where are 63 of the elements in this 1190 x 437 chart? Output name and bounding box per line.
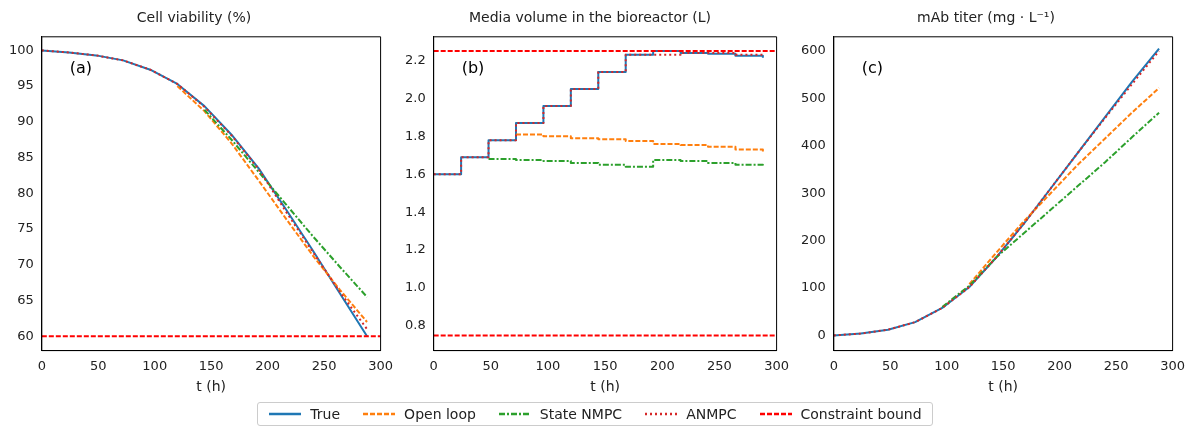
y-tick-label: 2.0 [404, 89, 426, 105]
x-tick-label: 300 [1160, 357, 1186, 373]
y-tick-label: 1.0 [404, 279, 426, 295]
legend-label: True [310, 406, 341, 422]
x-tick-label: 300 [764, 357, 790, 373]
y-tick-label: 90 [17, 113, 34, 129]
y-tick-label: 200 [800, 232, 826, 247]
annotation: (c) [861, 57, 884, 77]
x-axis-title: t (h) [196, 378, 227, 395]
x-tick-label: 50 [482, 357, 500, 373]
x-tick-label: 50 [90, 357, 107, 373]
y-tick-label: 70 [17, 256, 34, 272]
legend-label: ANMPC [686, 406, 737, 422]
y-tick-label: 1.4 [404, 203, 426, 219]
annotation: (a) [69, 57, 93, 77]
x-tick-label: 150 [592, 357, 618, 373]
y-tick-label: 300 [800, 184, 826, 200]
line-series [968, 86, 1161, 286]
line-series [941, 111, 1161, 308]
x-tick-label: 250 [707, 357, 732, 373]
x-tick-label: 100 [934, 357, 960, 373]
x-tick-label: 300 [368, 357, 394, 373]
x-tick-label: 100 [142, 357, 168, 373]
legend-label: Constraint bound [800, 406, 922, 422]
y-tick-label: 85 [17, 148, 34, 164]
y-tick-label: 600 [800, 42, 826, 58]
annotation: (b) [461, 57, 485, 77]
x-tick-label: 100 [535, 357, 561, 373]
x-axis-title: t (h) [590, 378, 621, 395]
legend-label: Open loop [404, 406, 476, 422]
y-tick-label: 1.6 [404, 165, 426, 181]
y-tick-label: 80 [17, 184, 34, 200]
y-tick-label: 0.8 [404, 317, 426, 333]
x-tick-label: 150 [198, 357, 224, 373]
x-tick-label: 150 [990, 357, 1016, 373]
x-tick-label: 0 [429, 357, 438, 373]
x-axis-title: t (h) [988, 378, 1019, 395]
x-tick-label: 0 [829, 357, 838, 373]
y-tick-label: 100 [8, 41, 34, 57]
y-tick-label: 2.2 [404, 51, 426, 67]
x-tick-label: 0 [37, 357, 46, 373]
line-series [203, 108, 369, 298]
y-tick-label: 75 [17, 220, 34, 236]
x-tick-label: 200 [255, 357, 281, 373]
x-tick-label: 250 [1103, 357, 1129, 373]
chart-title: Media volume in the bioreactor (L) [468, 9, 712, 26]
y-tick-label: 65 [17, 291, 34, 307]
chart-title: mAb titer (mg · L⁻¹) [917, 9, 1055, 26]
x-tick-label: 250 [311, 357, 337, 373]
y-tick-label: 0 [817, 326, 826, 342]
x-tick-label: 200 [1047, 357, 1073, 373]
chart-title: Cell viability (%) [136, 9, 252, 26]
line-series [176, 85, 369, 324]
y-tick-label: 100 [800, 279, 826, 295]
y-tick-label: 1.8 [404, 127, 426, 143]
y-tick-label: 95 [17, 77, 34, 93]
y-tick-label: 1.2 [404, 241, 426, 257]
x-tick-label: 50 [882, 357, 899, 373]
x-tick-label: 200 [649, 357, 675, 373]
y-tick-label: 60 [17, 327, 34, 343]
y-tick-label: 500 [800, 89, 826, 105]
y-tick-label: 400 [800, 137, 826, 153]
legend-label: State NMPC [539, 406, 623, 422]
